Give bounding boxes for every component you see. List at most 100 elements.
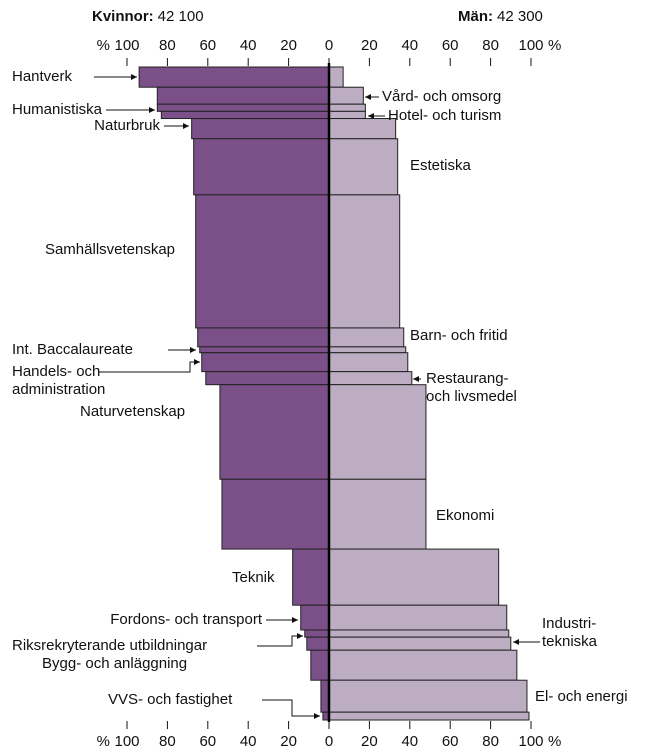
- men-bar: [328, 327, 405, 348]
- women-bar: [306, 636, 330, 651]
- category-label: Restaurang-och livsmedel: [426, 370, 517, 405]
- men-bar: [328, 478, 427, 550]
- leader-line: [98, 361, 200, 373]
- leader-arrow: [149, 107, 155, 113]
- women-bar: [300, 604, 330, 631]
- category-label: Samhällsvetenskap: [45, 241, 175, 258]
- women-bar: [193, 138, 330, 196]
- men-bar: [328, 548, 500, 606]
- women-bar: [219, 384, 330, 480]
- x-tick-label: 20: [361, 733, 378, 750]
- category-label: Estetiska: [410, 157, 472, 174]
- women-total: 42 100: [158, 8, 204, 25]
- leader-arrow: [292, 617, 298, 623]
- women-bar: [156, 86, 330, 105]
- men-bar: [328, 384, 427, 480]
- x-tick-label: 60: [199, 37, 216, 54]
- category-label: Naturbruk: [94, 117, 160, 134]
- leader-arrow: [131, 74, 137, 80]
- category-label: Vård- och omsorg: [382, 88, 501, 105]
- unit-label: %: [97, 733, 110, 750]
- unit-label: %: [97, 37, 110, 54]
- women-bar: [197, 327, 330, 348]
- women-bar: [160, 110, 330, 120]
- men-bar: [328, 118, 397, 140]
- category-label: Bygg- och anläggning: [42, 655, 187, 672]
- women-bar: [292, 548, 330, 606]
- leader-line: [262, 699, 320, 717]
- men-bar: [328, 103, 366, 112]
- men-bar: [328, 649, 518, 681]
- x-tick-label: 100: [518, 733, 543, 750]
- men-bar: [328, 346, 407, 354]
- women-bar: [201, 352, 330, 373]
- category-label: Industri-tekniska: [542, 615, 598, 650]
- women-bar: [199, 346, 330, 354]
- x-tick-label: 20: [361, 37, 378, 54]
- x-tick-label: 40: [240, 37, 257, 54]
- men-bar: [328, 110, 366, 120]
- category-label: Teknik: [232, 569, 275, 586]
- category-label: Ekonomi: [436, 507, 494, 524]
- category-label: Handels- och administration: [12, 363, 105, 398]
- x-tick-label: 60: [442, 37, 459, 54]
- men-bar: [328, 86, 364, 105]
- category-label: Hantverk: [12, 68, 73, 85]
- category-label: Int. Baccalaureate: [12, 341, 133, 358]
- category-label: Naturvetenskap: [80, 403, 185, 420]
- leader-arrow: [365, 94, 371, 100]
- x-tick-label: 100: [114, 733, 139, 750]
- women-bar: [310, 649, 330, 681]
- category-label: Fordons- och transport: [110, 611, 263, 628]
- unit-label: %: [548, 37, 561, 54]
- category-label: VVS- och fastighet: [108, 691, 233, 708]
- x-tick-label: 80: [159, 37, 176, 54]
- men-header: Män:: [458, 8, 493, 25]
- category-label: El- och energi: [535, 688, 628, 705]
- men-bar: [328, 352, 409, 373]
- leader-line: [257, 635, 303, 647]
- x-tick-label: 40: [401, 37, 418, 54]
- x-tick-label: 100: [518, 37, 543, 54]
- x-tick-label: 60: [199, 733, 216, 750]
- men-bar: [328, 711, 530, 721]
- leader-arrow: [314, 713, 320, 719]
- x-tick-label: 100: [114, 37, 139, 54]
- leader-arrow: [190, 347, 196, 353]
- leader-arrow: [297, 633, 303, 639]
- x-tick-label: 20: [280, 37, 297, 54]
- men-bar: [328, 636, 512, 651]
- men-bar: [328, 679, 528, 713]
- women-bar: [138, 66, 330, 88]
- x-tick-label: 40: [401, 733, 418, 750]
- leader-arrow: [183, 123, 189, 129]
- women-bar: [205, 371, 330, 386]
- women-bar: [221, 478, 330, 550]
- leader-arrow: [513, 639, 519, 645]
- leader-arrow: [194, 359, 200, 365]
- men-bar: [328, 629, 510, 638]
- men-bar: [328, 194, 401, 329]
- women-bar: [156, 103, 330, 112]
- unit-label: %: [548, 733, 561, 750]
- x-tick-label: 80: [482, 733, 499, 750]
- category-label: Barn- och fritid: [410, 327, 508, 344]
- men-total: 42 300: [497, 8, 543, 25]
- category-label: Humanistiska: [12, 101, 103, 118]
- men-bar: [328, 371, 413, 386]
- men-bar: [328, 66, 344, 88]
- x-tick-label: 80: [159, 733, 176, 750]
- x-tick-label: 0: [325, 733, 333, 750]
- women-bar: [195, 194, 330, 329]
- x-tick-label: 60: [442, 733, 459, 750]
- women-bar: [304, 629, 330, 638]
- category-label: Riksrekryterande utbildningar: [12, 637, 207, 654]
- x-tick-label: 20: [280, 733, 297, 750]
- women-bar: [191, 118, 330, 140]
- x-tick-label: 0: [325, 37, 333, 54]
- men-bar: [328, 604, 508, 631]
- leader-arrow: [413, 376, 419, 382]
- leader-arrow: [368, 113, 374, 119]
- x-tick-label: 40: [240, 733, 257, 750]
